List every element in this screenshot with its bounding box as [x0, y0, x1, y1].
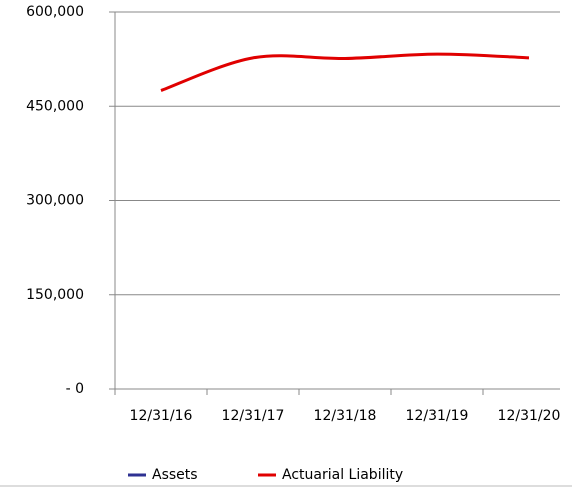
y-tick-label: 600,000: [26, 4, 84, 20]
legend-label: Actuarial Liability: [282, 467, 403, 483]
x-tick-label: 12/31/17: [222, 408, 285, 424]
x-tick-label: 12/31/18: [314, 408, 377, 424]
y-tick-label: - 0: [66, 381, 84, 397]
series-line: [160, 52, 530, 92]
x-tick-label: 12/31/20: [498, 408, 561, 424]
x-tick-label: 12/31/19: [406, 408, 469, 424]
legend-label: Assets: [152, 467, 198, 483]
y-tick-label: 150,000: [26, 287, 84, 303]
x-tick-label: 12/31/16: [130, 408, 193, 424]
y-tick-label: 450,000: [26, 98, 84, 114]
y-tick-label: 300,000: [26, 193, 84, 209]
